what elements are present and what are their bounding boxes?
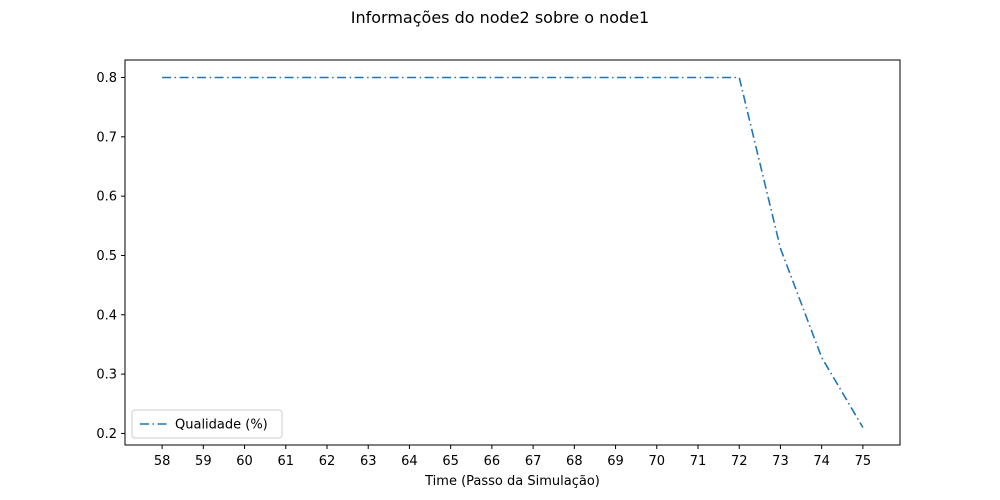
x-axis-label: Time (Passo da Simulação) <box>424 474 600 489</box>
x-tick-label: 72 <box>731 454 748 469</box>
x-tick-label: 69 <box>607 454 624 469</box>
legend-box <box>131 409 283 439</box>
x-tick-label: 64 <box>401 454 418 469</box>
x-tick-label: 60 <box>236 454 253 469</box>
x-tick-label: 58 <box>154 454 171 469</box>
x-axis: 58 59 60 61 62 63 64 65 66 67 68 69 70 71 72 73 74 75 <box>154 445 871 469</box>
series-line-qualidade <box>162 76 864 428</box>
y-axis: 0.2 0.3 0.4 0.5 0.6 0.7 0.8 <box>96 71 125 442</box>
x-tick-label: 62 <box>319 454 336 469</box>
legend-label: Qualidade (%) <box>175 418 268 433</box>
x-tick-label: 71 <box>690 454 707 469</box>
y-tick-label: 0.6 <box>96 190 117 205</box>
x-tick-label: 65 <box>442 454 459 469</box>
y-tick-label: 0.4 <box>96 308 117 323</box>
chart-title: Informações do node2 sobre o node1 <box>351 8 649 27</box>
legend: Qualidade (%) <box>131 409 283 439</box>
y-tick-label: 0.8 <box>96 71 117 86</box>
y-tick-label: 0.7 <box>96 130 117 145</box>
x-tick-label: 68 <box>566 454 583 469</box>
x-tick-label: 74 <box>813 454 830 469</box>
y-tick-label: 0.3 <box>96 368 117 383</box>
x-tick-label: 70 <box>649 454 666 469</box>
x-tick-label: 73 <box>772 454 789 469</box>
plot-area <box>124 59 901 446</box>
y-tick-label: 0.5 <box>96 249 117 264</box>
series-layer <box>162 76 864 428</box>
x-tick-label: 67 <box>525 454 542 469</box>
y-tick-label: 0.2 <box>96 427 117 442</box>
x-tick-label: 75 <box>855 454 872 469</box>
x-tick-label: 63 <box>360 454 377 469</box>
x-tick-label: 61 <box>277 454 294 469</box>
x-tick-label: 66 <box>484 454 501 469</box>
x-tick-label: 59 <box>195 454 212 469</box>
